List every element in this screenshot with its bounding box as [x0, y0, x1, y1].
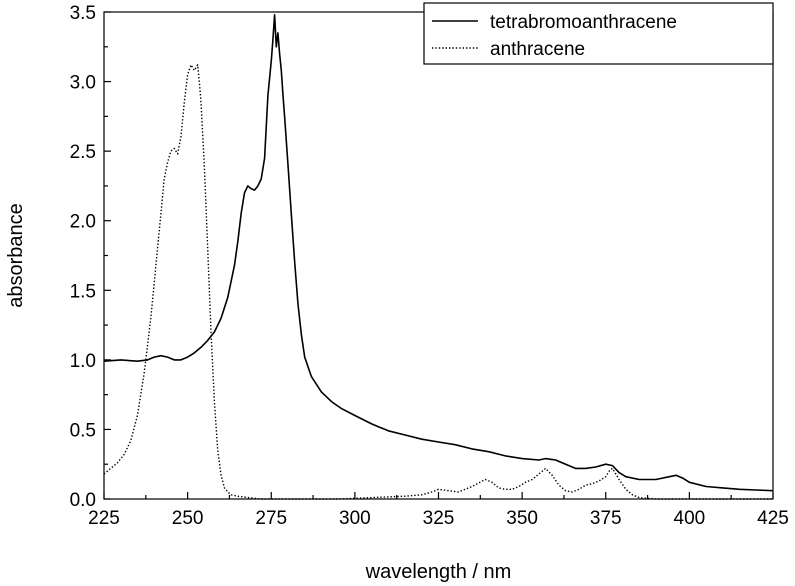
x-tick-label: 225	[88, 508, 120, 529]
y-tick-label: 2.5	[70, 142, 96, 163]
legend: tetrabromoanthracene anthracene	[423, 2, 774, 65]
series-layer	[103, 14, 774, 500]
plot-frame	[103, 11, 774, 500]
y-tick-label: 3.0	[70, 73, 96, 94]
y-axis-ticks: 0.0 0.5 1.0 1.5 2.0 2.5 3.0 3.5	[70, 3, 111, 511]
series-line-tetrabromoanthracene	[103, 14, 774, 492]
x-tick-label: 300	[339, 508, 371, 529]
plot-area-border	[103, 11, 774, 500]
x-axis-title: wavelength / nm	[365, 561, 512, 583]
series-line-anthracene	[103, 64, 773, 500]
x-tick-label: 325	[423, 508, 455, 529]
y-tick-label: 0.0	[70, 490, 96, 511]
x-tick-label: 400	[674, 508, 706, 529]
x-tick-label: 250	[172, 508, 204, 529]
x-tick-label: 425	[757, 508, 789, 529]
x-tick-label: 350	[506, 508, 538, 529]
x-tick-label: 375	[590, 508, 622, 529]
y-tick-label: 3.5	[70, 3, 96, 24]
legend-label: anthracene	[490, 39, 585, 60]
y-tick-label: 2.0	[70, 212, 96, 233]
y-tick-label: 1.5	[70, 281, 96, 302]
y-axis-title: absorbance	[5, 203, 27, 308]
x-axis-ticks: 225 250 275 300 325 350 375 400 425	[88, 492, 789, 529]
y-tick-label: 0.5	[70, 420, 96, 441]
x-tick-label: 275	[255, 508, 287, 529]
y-tick-label: 1.0	[70, 351, 96, 372]
legend-box	[423, 2, 774, 65]
legend-label: tetrabromoanthracene	[490, 12, 677, 33]
